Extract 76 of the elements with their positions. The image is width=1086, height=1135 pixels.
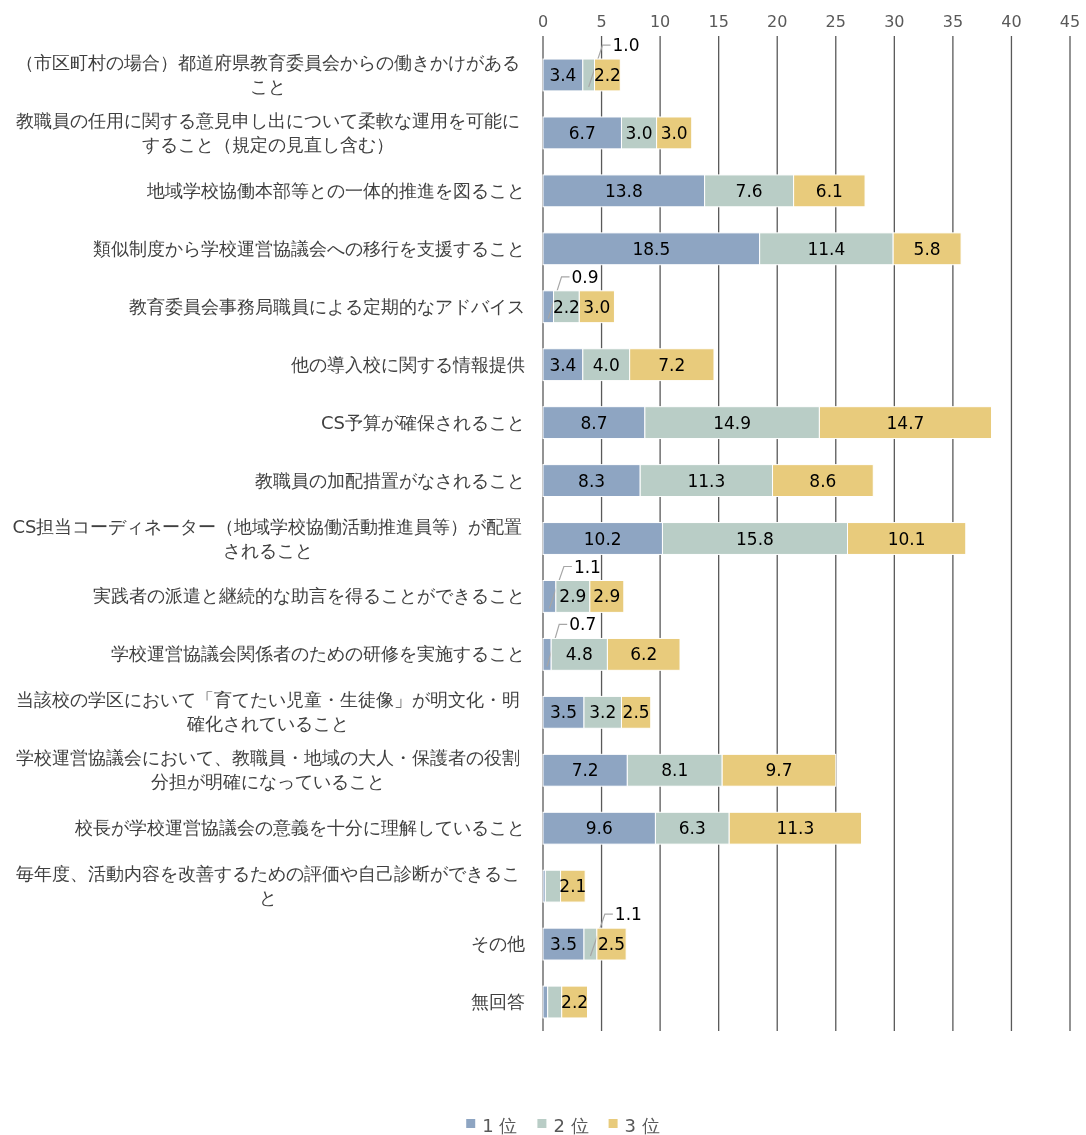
x-tick-label: 30 xyxy=(884,12,905,31)
data-label: 0.7 xyxy=(569,614,597,635)
x-tick-label: 25 xyxy=(825,12,846,31)
y-tick-label: 他の導入校に関する情報提供 xyxy=(291,353,525,375)
y-tick-label: 学校運営協議会関係者のための研修を実施すること xyxy=(111,643,525,665)
data-label: 2.9 xyxy=(559,586,587,607)
data-label: 13.8 xyxy=(604,180,643,201)
y-tick-label: 教職員の加配措置がなされること xyxy=(255,469,525,491)
data-label: 2.5 xyxy=(597,934,626,955)
data-label: 10.2 xyxy=(583,528,622,549)
data-label: 3.4 xyxy=(549,354,577,375)
y-tick-label: その他 xyxy=(471,933,525,955)
data-label: 1.1 xyxy=(614,904,642,925)
data-label: 3.5 xyxy=(549,702,578,723)
data-label: 9.7 xyxy=(765,760,793,781)
y-tick-label: 教職員の任用に関する意見申し出について柔軟な運用を可能にすること（規定の見直し含む） xyxy=(15,109,520,155)
data-label: 14.9 xyxy=(713,412,752,433)
y-tick-label: 無回答 xyxy=(471,991,525,1013)
x-tick-label: 40 xyxy=(1001,12,1022,31)
data-label: 3.2 xyxy=(589,702,617,723)
data-label: 2.2 xyxy=(561,992,589,1013)
data-label: 7.6 xyxy=(735,180,763,201)
y-tick-label: 教育委員会事務局職員による定期的なアドバイス xyxy=(129,295,525,317)
data-label: 11.3 xyxy=(776,818,815,839)
data-label: 14.7 xyxy=(886,412,925,433)
x-tick-label: 0 xyxy=(537,12,549,31)
data-label: 8.6 xyxy=(809,470,837,491)
data-label: 8.7 xyxy=(580,412,608,433)
x-tick-label: 10 xyxy=(649,12,671,31)
data-label: 4.8 xyxy=(565,644,593,665)
data-label: 2.2 xyxy=(593,64,621,85)
x-tick-label: 35 xyxy=(942,12,964,31)
data-label: 6.7 xyxy=(568,122,596,143)
data-label: 6.1 xyxy=(815,180,843,201)
x-tick-label: 5 xyxy=(596,12,607,31)
data-label: 9.6 xyxy=(585,818,613,839)
data-label: 2.5 xyxy=(622,702,650,723)
data-label: 6.2 xyxy=(630,644,658,665)
y-tick-label: 地域学校協働本部等との一体的推進を図ること xyxy=(146,179,525,201)
y-tick-label: CS担当コーディネーター（地域学校協働活動推進員等）が配置されること xyxy=(12,515,523,561)
x-tick-label: 20 xyxy=(767,12,788,31)
data-label: 4.0 xyxy=(592,354,620,375)
y-tick-label: 実践者の派遣と継続的な助言を得ることができること xyxy=(93,585,525,607)
data-label: 8.3 xyxy=(578,470,606,491)
data-label: 1.0 xyxy=(612,35,640,56)
x-tick-label: 15 xyxy=(708,12,729,31)
data-label: 11.4 xyxy=(807,238,846,259)
legend-label: 1 位 xyxy=(482,1115,518,1135)
data-label: 7.2 xyxy=(658,354,686,375)
data-label: 0.9 xyxy=(571,266,599,287)
data-label: 18.5 xyxy=(632,238,671,259)
y-tick-label: 毎年度、活動内容を改善するための評価や自己診断ができること xyxy=(15,863,520,909)
data-label: 3.0 xyxy=(625,122,653,143)
data-label: 8.1 xyxy=(661,760,689,781)
data-label: 2.9 xyxy=(593,586,621,607)
y-tick-label: 当該校の学区において「育てたい児童・生徒像」が明文化・明確化されていること xyxy=(15,689,520,735)
data-label: 3.5 xyxy=(549,934,578,955)
data-label: 7.2 xyxy=(571,760,599,781)
data-label: 3.0 xyxy=(583,296,611,317)
data-label: 10.1 xyxy=(887,528,926,549)
data-label: 3.4 xyxy=(549,64,577,85)
y-tick-label: （市区町村の場合）都道府県教育委員会からの働きかけがあること xyxy=(15,51,520,97)
data-label: 1.1 xyxy=(573,556,601,577)
data-label: 11.3 xyxy=(687,470,726,491)
legend-label: 2 位 xyxy=(553,1115,589,1135)
y-tick-label: CS予算が確保されること xyxy=(321,411,525,433)
data-label: 5.8 xyxy=(913,238,941,259)
data-label: 2.2 xyxy=(552,296,580,317)
data-label: 3.0 xyxy=(660,122,688,143)
y-tick-label: 類似制度から学校運営協議会への移行を支援すること xyxy=(93,237,525,259)
legend-label: 3 位 xyxy=(624,1115,660,1135)
y-tick-label: 校長が学校運営協議会の意義を十分に理解していること xyxy=(74,817,525,839)
x-tick-label: 45 xyxy=(1059,12,1081,31)
data-label: 6.3 xyxy=(678,818,706,839)
y-tick-label: 学校運営協議会において、教職員・地域の大人・保護者の役割分担が明確になっていること xyxy=(15,747,520,793)
data-label: 15.8 xyxy=(736,528,774,549)
